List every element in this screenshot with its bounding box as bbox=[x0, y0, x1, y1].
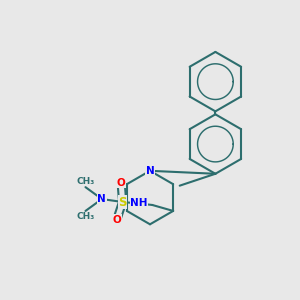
Text: N: N bbox=[98, 194, 106, 204]
Text: N: N bbox=[146, 166, 154, 176]
Text: NH: NH bbox=[130, 199, 148, 208]
Text: CH₃: CH₃ bbox=[76, 212, 94, 221]
Text: S: S bbox=[118, 196, 127, 208]
Text: O: O bbox=[117, 178, 125, 188]
Text: O: O bbox=[112, 215, 121, 225]
Text: CH₃: CH₃ bbox=[76, 177, 94, 186]
